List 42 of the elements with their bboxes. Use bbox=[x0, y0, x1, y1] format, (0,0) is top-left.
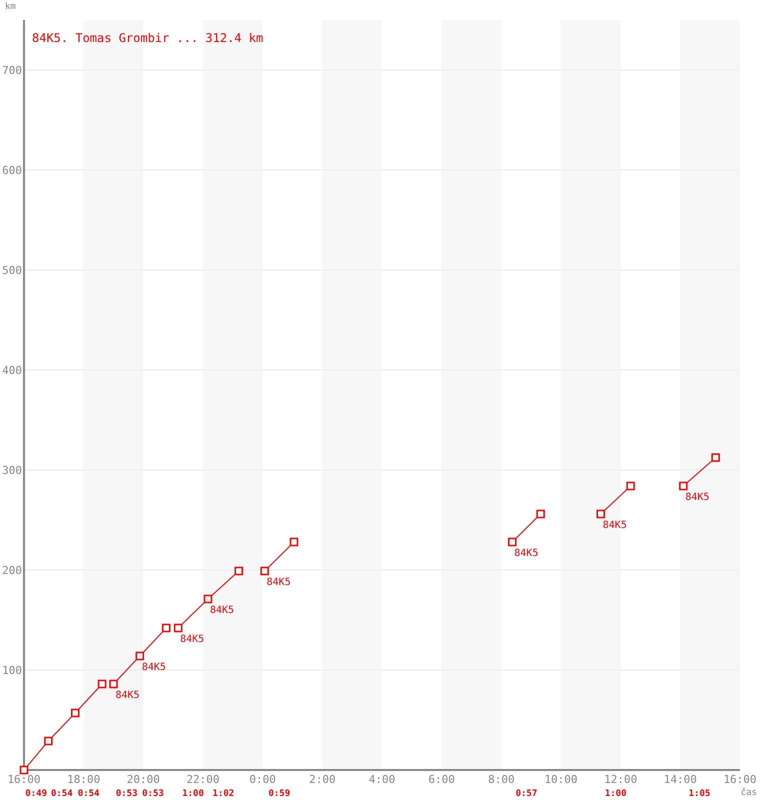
text: 0:54 bbox=[50, 789, 74, 799]
annotation: 84K5 bbox=[142, 662, 166, 673]
text: 0:59 bbox=[268, 789, 290, 799]
y-tick-label: 300 bbox=[2, 464, 22, 477]
text: 1:02 bbox=[212, 789, 234, 799]
y-axis-title: km bbox=[5, 2, 16, 12]
x-tick-label: 20:00 bbox=[126, 773, 160, 786]
y-tick-label: 500 bbox=[2, 264, 22, 277]
text: 1:05 bbox=[688, 789, 710, 799]
x-tick-label: 4:00 bbox=[368, 773, 396, 786]
x-tick-label: 0:00 bbox=[249, 773, 276, 786]
x-tick-label: 10:00 bbox=[544, 773, 578, 786]
text: 1:00 bbox=[604, 789, 627, 799]
x-tick-label: 14:00 bbox=[664, 773, 697, 786]
y-tick-label: 700 bbox=[2, 64, 22, 77]
x-tick-label: 16:00 bbox=[723, 773, 757, 786]
y-tick-label: 100 bbox=[2, 664, 22, 677]
annotation: 84K5 bbox=[116, 690, 140, 701]
annotation: 84K5 bbox=[514, 548, 538, 559]
annotation: 84K5 bbox=[266, 577, 291, 588]
text: 0:49 bbox=[25, 789, 48, 799]
text: 84K5. Tomas Grombir ... 312.4 km bbox=[32, 31, 264, 45]
text: 0:57 bbox=[516, 789, 538, 799]
y-tick-label: 400 bbox=[2, 364, 22, 377]
y-tick-label: 200 bbox=[2, 564, 22, 577]
text: 0:54 bbox=[78, 789, 100, 799]
x-tick-label: 16:00 bbox=[7, 773, 41, 786]
x-tick-label: 12:00 bbox=[604, 773, 638, 786]
text: 1:00 bbox=[182, 789, 204, 799]
x-tick-label: 22:00 bbox=[186, 773, 220, 786]
text: 0:53 bbox=[116, 789, 138, 799]
annotation: 84K5 bbox=[685, 492, 710, 503]
x-tick-label: 2:00 bbox=[309, 773, 336, 786]
x-tick-label: 18:00 bbox=[67, 773, 100, 786]
y-tick-label: 600 bbox=[2, 164, 22, 177]
x-tick-label: 8:00 bbox=[488, 773, 515, 786]
annotation: 84K5 bbox=[210, 605, 234, 616]
text: 0:53 bbox=[142, 789, 164, 799]
annotation: 84K5 bbox=[602, 520, 627, 531]
x-tick-label: 6:00 bbox=[428, 773, 455, 786]
x-axis-title: čas bbox=[740, 787, 757, 798]
annotation: 84K5 bbox=[180, 634, 204, 645]
